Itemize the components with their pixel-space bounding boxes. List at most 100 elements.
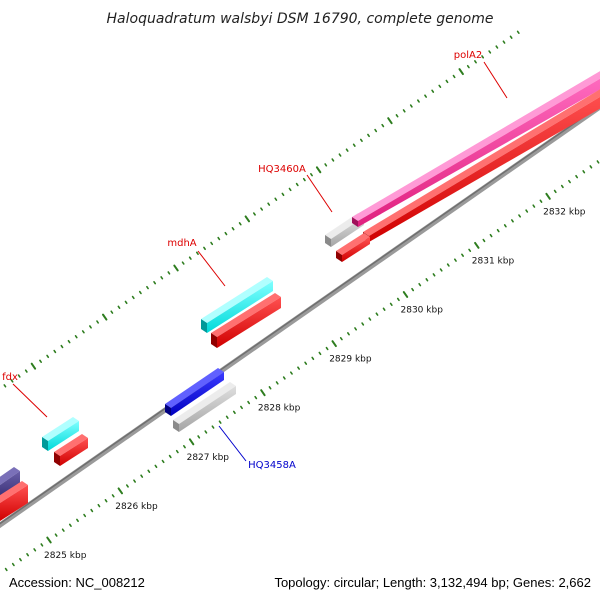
minor-tick: [111, 494, 115, 498]
tick-label-2825: 2825 kbp: [44, 551, 87, 561]
map-title: Haloquadratum walsbyi DSM 16790, complet…: [107, 11, 494, 27]
minor-tick: [568, 179, 571, 184]
minor-tick: [361, 322, 365, 326]
minor-tick: [53, 349, 57, 354]
gene-mdhA[interactable]: [201, 277, 273, 333]
minor-tick: [374, 128, 378, 133]
minor-tick: [560, 184, 564, 189]
genome-backbone: [0, 103, 600, 529]
minor-tick: [154, 464, 158, 469]
minor-tick: [268, 386, 272, 390]
forward-strand-tick-row: [3, 30, 520, 388]
minor-tick: [452, 74, 456, 79]
major-tick: [102, 313, 108, 321]
minor-tick: [24, 369, 28, 373]
tick-label-2826: 2826 kbp: [115, 502, 158, 512]
gene-red-long[interactable]: [363, 88, 600, 242]
minor-tick: [67, 339, 71, 344]
gene-red-left[interactable]: [0, 481, 28, 521]
minor-tick: [553, 189, 557, 194]
gene-red-small[interactable]: [336, 233, 370, 262]
polA2-leader-line: [483, 61, 508, 99]
minor-tick: [496, 228, 500, 233]
minor-tick: [297, 366, 300, 370]
minor-tick: [539, 199, 543, 203]
minor-tick: [402, 109, 406, 113]
tick-label-2830: 2830 kbp: [401, 306, 444, 316]
minor-tick: [295, 182, 299, 187]
minor-tick: [232, 410, 236, 415]
minor-tick: [495, 45, 499, 49]
gene-fdx[interactable]: [42, 417, 79, 451]
minor-tick: [96, 320, 100, 324]
minor-tick: [4, 567, 8, 572]
tick-label-2829: 2829 kbp: [329, 355, 372, 365]
minor-tick: [160, 276, 164, 280]
gene-label-HQ3458A[interactable]: HQ3458A: [248, 460, 296, 471]
gene-polA2[interactable]: [352, 70, 600, 227]
minor-tick: [438, 84, 442, 89]
minor-tick: [359, 138, 363, 143]
minor-tick: [418, 282, 422, 287]
minor-tick: [311, 356, 315, 361]
HQ3460A-leader-line: [306, 174, 333, 213]
gene-label-polA2[interactable]: polA2: [454, 50, 482, 61]
minor-tick: [503, 224, 507, 228]
minor-tick: [146, 285, 149, 290]
minor-tick: [126, 484, 129, 488]
minor-tick: [324, 163, 328, 167]
major-tick: [458, 68, 464, 76]
kbp-tick-labels: 2825 kbp 2826 kbp 2827 kbp 2828 kbp 2829 kbp…: [44, 207, 586, 561]
minor-tick: [211, 425, 215, 429]
minor-tick: [431, 89, 435, 93]
gene-HQ3458A-blue[interactable]: [165, 368, 224, 416]
minor-tick: [425, 278, 429, 282]
major-tick: [244, 215, 251, 223]
minor-tick: [61, 528, 65, 532]
minor-tick: [225, 415, 229, 419]
tick-label-2827: 2827 kbp: [187, 453, 230, 463]
minor-tick: [133, 479, 136, 483]
fdx-leader-line: [12, 383, 48, 418]
minor-tick: [489, 233, 493, 238]
minor-tick: [381, 123, 385, 128]
gene-red-near-mdhA[interactable]: [211, 293, 281, 348]
minor-tick: [288, 187, 292, 192]
minor-tick: [339, 336, 343, 341]
gene-HQ3458A[interactable]: [173, 382, 236, 432]
minor-tick: [240, 405, 243, 410]
gene-label-HQ3460A[interactable]: HQ3460A: [258, 164, 306, 175]
HQ3458A-leader-line: [218, 425, 247, 462]
minor-tick: [325, 346, 329, 351]
minor-tick: [26, 553, 30, 557]
minor-tick: [289, 371, 293, 375]
minor-tick: [482, 238, 486, 243]
minor-tick: [331, 158, 335, 162]
minor-tick: [345, 148, 349, 152]
minor-tick: [168, 454, 172, 459]
minor-tick: [153, 281, 157, 285]
minor-tick: [481, 55, 485, 59]
gene-label-fdx[interactable]: fdx: [2, 372, 18, 383]
minor-tick: [474, 60, 477, 64]
gene-red-near-fdx[interactable]: [54, 434, 88, 466]
minor-tick: [3, 384, 7, 388]
minor-tick: [195, 251, 199, 255]
major-tick: [315, 166, 322, 174]
minor-tick: [147, 469, 151, 473]
tick-label-2832: 2832 kbp: [543, 207, 586, 217]
minor-tick: [432, 273, 436, 277]
minor-tick: [60, 344, 64, 349]
major-tick: [474, 241, 480, 249]
minor-tick: [525, 209, 529, 213]
minor-tick: [140, 474, 144, 478]
minor-tick: [352, 143, 356, 147]
gene-label-mdhA[interactable]: mdhA: [167, 238, 196, 249]
minor-tick: [124, 300, 128, 305]
minor-tick: [389, 302, 393, 307]
minor-tick: [267, 202, 271, 206]
minor-tick: [161, 459, 165, 464]
minor-tick: [439, 268, 443, 272]
minor-tick: [446, 263, 450, 267]
